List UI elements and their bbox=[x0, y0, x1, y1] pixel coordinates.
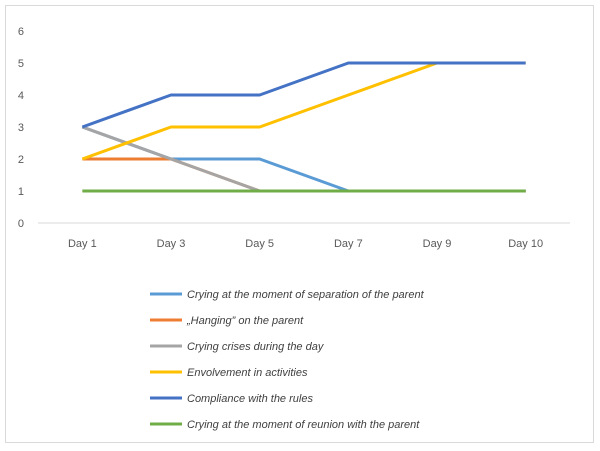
x-tick-label: Day 3 bbox=[157, 238, 186, 250]
x-tick-label: Day 1 bbox=[68, 238, 97, 250]
legend-item: „Hanging” on the parent bbox=[150, 315, 304, 327]
y-tick-label: 0 bbox=[18, 218, 24, 230]
chart-frame bbox=[5, 5, 594, 443]
x-tick-label: Day 7 bbox=[334, 238, 363, 250]
legend-item: Crying crises during the day bbox=[150, 341, 325, 353]
y-tick-label: 4 bbox=[18, 90, 24, 102]
legend: Crying at the moment of separation of th… bbox=[150, 289, 425, 431]
legend-item: Crying at the moment of separation of th… bbox=[150, 289, 425, 301]
series-line bbox=[81, 61, 526, 161]
legend-item: Crying at the moment of reunion with the… bbox=[150, 419, 420, 431]
series-line bbox=[81, 61, 526, 129]
legend-item: Envolvement in activities bbox=[150, 367, 308, 379]
y-tick-label: 5 bbox=[18, 58, 24, 70]
series-lines bbox=[81, 61, 526, 193]
legend-label: Compliance with the rules bbox=[187, 393, 313, 405]
x-tick-label: Day 5 bbox=[245, 238, 274, 250]
x-axis: Day 1 Day 3 Day 5 Day 7 Day 9 Day 10 bbox=[68, 238, 543, 250]
y-tick-label: 3 bbox=[18, 122, 24, 134]
legend-item: Compliance with the rules bbox=[150, 393, 313, 405]
legend-label: Crying at the moment of reunion with the… bbox=[187, 419, 420, 431]
y-tick-label: 1 bbox=[18, 186, 24, 198]
legend-label: Envolvement in activities bbox=[187, 367, 308, 379]
legend-label: „Hanging” on the parent bbox=[186, 315, 304, 327]
legend-label: Crying crises during the day bbox=[187, 341, 325, 353]
y-axis: 0 1 2 3 4 5 6 bbox=[18, 26, 24, 230]
legend-label: Crying at the moment of separation of th… bbox=[187, 289, 425, 301]
x-tick-label: Day 9 bbox=[423, 238, 452, 250]
x-tick-label: Day 10 bbox=[508, 238, 543, 250]
y-tick-label: 2 bbox=[18, 154, 24, 166]
y-tick-label: 6 bbox=[18, 26, 24, 38]
